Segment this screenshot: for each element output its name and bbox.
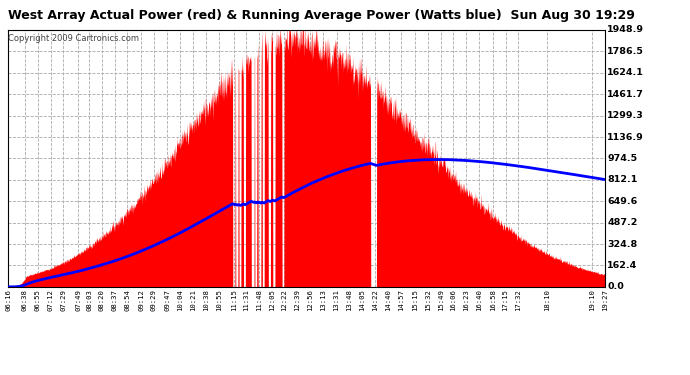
Text: 10:38: 10:38 [203,289,209,310]
Text: 1136.9: 1136.9 [607,132,644,141]
Text: 12:56: 12:56 [307,289,313,310]
Text: 13:31: 13:31 [333,289,339,310]
Text: 16:23: 16:23 [463,289,469,310]
Text: 09:29: 09:29 [151,289,157,310]
Text: 162.4: 162.4 [607,261,638,270]
Text: 08:20: 08:20 [99,289,105,310]
Text: 13:48: 13:48 [346,289,353,310]
Text: 17:15: 17:15 [502,289,509,310]
Text: 1624.1: 1624.1 [607,68,644,77]
Text: 1299.3: 1299.3 [607,111,644,120]
Text: 16:06: 16:06 [451,289,457,310]
Text: West Array Actual Power (red) & Running Average Power (Watts blue)  Sun Aug 30 1: West Array Actual Power (red) & Running … [8,9,635,22]
Text: 15:15: 15:15 [412,289,418,310]
Text: 08:03: 08:03 [86,289,92,310]
Text: 13:13: 13:13 [320,289,326,310]
Text: 10:55: 10:55 [216,289,221,310]
Text: 06:55: 06:55 [34,289,41,310]
Text: 06:38: 06:38 [22,289,28,310]
Text: 14:40: 14:40 [386,289,391,310]
Text: 07:49: 07:49 [75,289,81,310]
Text: 649.6: 649.6 [607,197,638,206]
Text: 11:48: 11:48 [256,289,262,310]
Text: 10:21: 10:21 [190,289,196,310]
Text: 17:32: 17:32 [515,289,522,310]
Text: 12:39: 12:39 [294,289,300,310]
Text: 19:10: 19:10 [589,289,595,310]
Text: 12:05: 12:05 [268,289,275,310]
Text: 11:15: 11:15 [231,289,237,310]
Text: Copyright 2009 Cartronics.com: Copyright 2009 Cartronics.com [8,34,139,43]
Text: 812.1: 812.1 [607,176,638,184]
Text: 11:31: 11:31 [243,289,249,310]
Text: 07:12: 07:12 [48,289,54,310]
Text: 16:58: 16:58 [490,289,495,310]
Text: 487.2: 487.2 [607,218,638,227]
Text: 16:40: 16:40 [476,289,482,310]
Text: 15:32: 15:32 [425,289,431,310]
Text: 14:05: 14:05 [359,289,365,310]
Text: 1461.7: 1461.7 [607,90,644,99]
Text: 08:37: 08:37 [112,289,118,310]
Text: 09:12: 09:12 [138,289,144,310]
Text: 07:29: 07:29 [60,289,66,310]
Text: 08:54: 08:54 [124,289,130,310]
Text: 09:47: 09:47 [164,289,170,310]
Text: 15:49: 15:49 [437,289,444,310]
Text: 10:04: 10:04 [177,289,184,310]
Text: 974.5: 974.5 [607,154,638,163]
Text: 324.8: 324.8 [607,240,638,249]
Text: 1786.5: 1786.5 [607,47,644,56]
Text: 06:16: 06:16 [6,289,11,310]
Text: 0.0: 0.0 [607,282,624,291]
Text: 19:27: 19:27 [602,289,608,310]
Text: 14:22: 14:22 [372,289,378,310]
Text: 14:57: 14:57 [398,289,404,310]
Text: 12:22: 12:22 [282,289,288,310]
Text: 18:10: 18:10 [544,289,550,310]
Text: 1948.9: 1948.9 [607,26,644,34]
